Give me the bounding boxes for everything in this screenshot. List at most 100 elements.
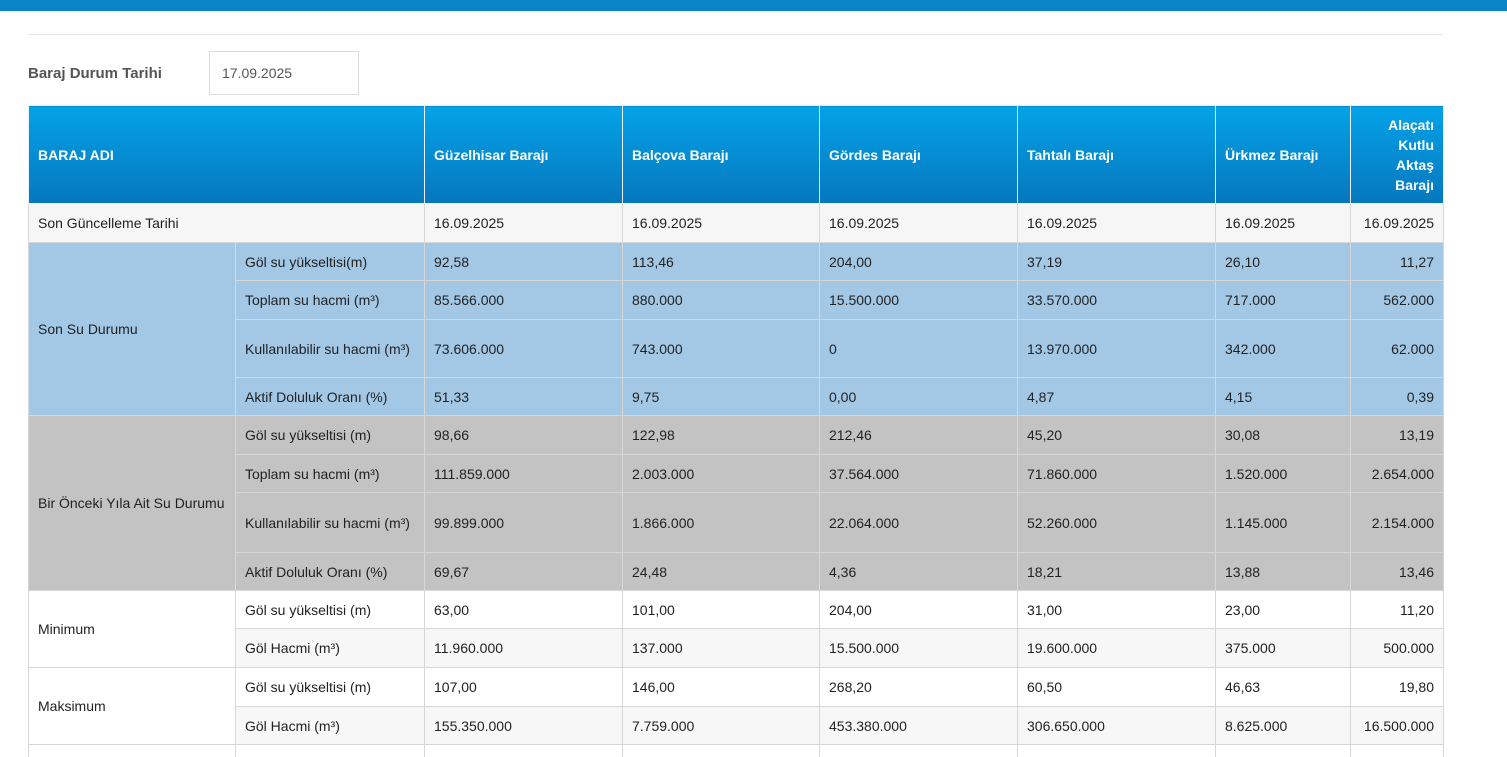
table-row: Kullanılabilir su hacmi (m³) 73.606.000 … bbox=[29, 319, 1444, 378]
cell: 1.866.000 bbox=[622, 492, 820, 553]
cell: 1.520.000 bbox=[1215, 454, 1351, 493]
cell: 71.860.000 bbox=[1017, 454, 1216, 493]
cell: 16.500.000 bbox=[1350, 706, 1444, 745]
param-label: Göl Hacmi (m³) bbox=[235, 706, 425, 745]
divider bbox=[28, 34, 1443, 35]
cell: 4,87 bbox=[1017, 377, 1216, 416]
cell: 717.000 bbox=[1215, 280, 1351, 320]
cell: 15.500.000 bbox=[819, 628, 1018, 668]
header-dam-name: BARAJ ADI bbox=[28, 105, 425, 204]
cell: 101,00 bbox=[622, 590, 820, 629]
param-label: Aktif Doluluk Oranı (%) bbox=[235, 552, 425, 591]
cell: 111.859.000 bbox=[424, 454, 623, 493]
cell: 342.000 bbox=[1215, 319, 1351, 378]
table-row: Kullanılabilir su hacmi (m³) 99.899.000 … bbox=[29, 492, 1444, 553]
cell: 306.650.000 bbox=[1017, 706, 1216, 745]
cell: 7.759.000 bbox=[622, 706, 820, 745]
cell: 33.570.000 bbox=[1017, 280, 1216, 320]
cell: 268,20 bbox=[819, 667, 1018, 707]
header-dam: Güzelhisar Barajı bbox=[424, 105, 623, 204]
cell: 375.000 bbox=[1215, 628, 1351, 668]
cell: 13,46 bbox=[1350, 552, 1444, 591]
cell: 155.350.000 bbox=[424, 706, 623, 745]
cell bbox=[1350, 744, 1444, 757]
param-label: Aktif Doluluk Oranı (%) bbox=[235, 377, 425, 416]
cell: 99.899.000 bbox=[424, 492, 623, 553]
cell bbox=[1215, 744, 1351, 757]
table-row: Aktif Doluluk Oranı (%) 69,67 24,48 4,36… bbox=[29, 552, 1444, 591]
row-group-label: Minimum bbox=[28, 590, 236, 668]
table-row: Son Su Durumu Göl su yükseltisi(m) 92,58… bbox=[28, 242, 1444, 416]
cell: 16.09.2025 bbox=[819, 203, 1018, 243]
date-input[interactable] bbox=[209, 51, 359, 95]
cell: 2.003.000 bbox=[622, 454, 820, 493]
cell: 204,00 bbox=[819, 242, 1018, 281]
param-label: Toplam su hacmi (m³) bbox=[235, 280, 425, 320]
cell: 880.000 bbox=[622, 280, 820, 320]
table-row bbox=[28, 744, 1444, 757]
cell: 107,00 bbox=[424, 667, 623, 707]
cell: 4,15 bbox=[1215, 377, 1351, 416]
cell: 146,00 bbox=[622, 667, 820, 707]
table-row: Toplam su hacmi (m³) 111.859.000 2.003.0… bbox=[29, 454, 1444, 493]
cell: 22.064.000 bbox=[819, 492, 1018, 553]
header-dam: Gördes Barajı bbox=[819, 105, 1018, 204]
param-label: Göl su yükseltisi(m) bbox=[235, 242, 425, 281]
cell: 31,00 bbox=[1017, 590, 1216, 629]
cell: 562.000 bbox=[1350, 280, 1444, 320]
cell: 85.566.000 bbox=[424, 280, 623, 320]
cell bbox=[1017, 744, 1216, 757]
cell: 23,00 bbox=[1215, 590, 1351, 629]
cell: 500.000 bbox=[1350, 628, 1444, 668]
cell: 4,36 bbox=[819, 552, 1018, 591]
cell: 37,19 bbox=[1017, 242, 1216, 281]
cell: 137.000 bbox=[622, 628, 820, 668]
table-row: Toplam su hacmi (m³) 85.566.000 880.000 … bbox=[29, 280, 1444, 320]
table-row: Maksimum Göl su yükseltisi (m) 107,00 14… bbox=[28, 667, 1444, 745]
cell: 13,88 bbox=[1215, 552, 1351, 591]
table-row: Göl Hacmi (m³) 155.350.000 7.759.000 453… bbox=[29, 706, 1444, 745]
row-label: Son Güncelleme Tarihi bbox=[28, 203, 425, 243]
header-dam: Tahtalı Barajı bbox=[1017, 105, 1216, 204]
date-filter-label: Baraj Durum Tarihi bbox=[28, 64, 162, 82]
cell: 122,98 bbox=[622, 415, 820, 455]
cell: 16.09.2025 bbox=[1215, 203, 1351, 243]
param-label: Toplam su hacmi (m³) bbox=[235, 454, 425, 493]
table-row: Minimum Göl su yükseltisi (m) 63,00 101,… bbox=[28, 590, 1444, 668]
param-label: Göl su yükseltisi (m) bbox=[235, 415, 425, 455]
cell: 1.145.000 bbox=[1215, 492, 1351, 553]
cell: 16.09.2025 bbox=[424, 203, 623, 243]
cell: 26,10 bbox=[1215, 242, 1351, 281]
cell: 16.09.2025 bbox=[622, 203, 820, 243]
table-row: Bir Önceki Yıla Ait Su Durumu Göl su yük… bbox=[28, 415, 1444, 591]
cell bbox=[424, 744, 623, 757]
table-header-row: BARAJ ADI Güzelhisar Barajı Balçova Bara… bbox=[28, 105, 1444, 204]
cell: 63,00 bbox=[424, 590, 623, 629]
cell: 2.154.000 bbox=[1350, 492, 1444, 553]
cell: 11,20 bbox=[1350, 590, 1444, 629]
cell: 453.380.000 bbox=[819, 706, 1018, 745]
cell: 0,39 bbox=[1350, 377, 1444, 416]
cell: 743.000 bbox=[622, 319, 820, 378]
cell: 60,50 bbox=[1017, 667, 1216, 707]
table-row: Göl Hacmi (m³) 11.960.000 137.000 15.500… bbox=[29, 628, 1444, 668]
cell: 18,21 bbox=[1017, 552, 1216, 591]
cell: 204,00 bbox=[819, 590, 1018, 629]
header-dam: Alaçatı Kutlu Aktaş Barajı bbox=[1350, 105, 1444, 204]
dam-status-table: BARAJ ADI Güzelhisar Barajı Balçova Bara… bbox=[28, 105, 1444, 757]
param-label: Kullanılabilir su hacmi (m³) bbox=[235, 492, 425, 553]
cell bbox=[235, 744, 425, 757]
cell: 0 bbox=[819, 319, 1018, 378]
param-label: Göl Hacmi (m³) bbox=[235, 628, 425, 668]
cell: 62.000 bbox=[1350, 319, 1444, 378]
cell: 37.564.000 bbox=[819, 454, 1018, 493]
cell: 46,63 bbox=[1215, 667, 1351, 707]
cell: 19,80 bbox=[1350, 667, 1444, 707]
cell: 24,48 bbox=[622, 552, 820, 591]
cell: 69,67 bbox=[424, 552, 623, 591]
cell: 98,66 bbox=[424, 415, 623, 455]
row-group-label: Maksimum bbox=[28, 667, 236, 745]
cell: 0,00 bbox=[819, 377, 1018, 416]
cell: 212,46 bbox=[819, 415, 1018, 455]
cell: 2.654.000 bbox=[1350, 454, 1444, 493]
